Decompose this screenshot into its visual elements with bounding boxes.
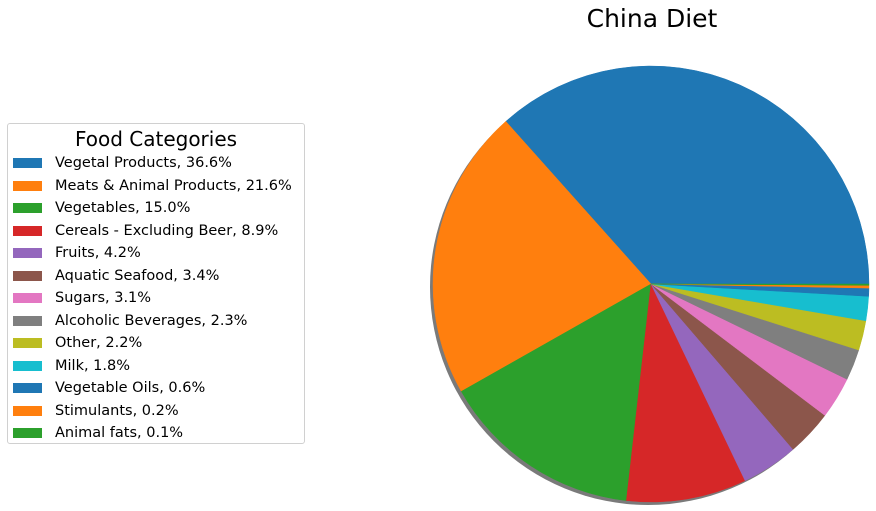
legend-swatch: [13, 225, 42, 236]
legend-label: Aquatic Seafood, 3.4%: [55, 267, 220, 284]
pie-slice-animal-fats: [650, 283, 870, 286]
legend-swatch: [13, 428, 42, 438]
legend-entry: Meats & Animal Products, 21.6%: [13, 175, 292, 197]
legend-label: Stimulants, 0.2%: [55, 402, 179, 419]
legend-entry: Animal fats, 0.1%: [13, 422, 183, 444]
chart-title: China Diet: [586, 4, 718, 33]
legend-entry: Aquatic Seafood, 3.4%: [13, 265, 219, 287]
legend-entry: Alcoholic Beverages, 2.3%: [13, 310, 247, 332]
legend-label: Sugars, 3.1%: [55, 290, 152, 306]
legend-label: Cereals - Excluding Beer, 8.9%: [55, 222, 279, 239]
legend-entry: Milk, 1.8%: [13, 355, 130, 377]
pie-slices: [432, 65, 870, 503]
legend-label: Milk, 1.8%: [55, 357, 131, 374]
legend-swatch: [13, 158, 42, 168]
legend-label: Vegetable Oils, 0.6%: [55, 380, 206, 396]
legend-entry: Sugars, 3.1%: [13, 287, 151, 309]
legend-label: Alcoholic Beverages, 2.3%: [55, 312, 248, 329]
legend-label: Meats & Animal Products, 21.6%: [55, 177, 292, 194]
pie-slice-vegetables: [460, 283, 652, 501]
legend: Food Categories Vegetal Products, 36.6% M…: [7, 123, 305, 444]
legend-entry: Fruits, 4.2%: [13, 242, 141, 264]
legend-swatch: [13, 270, 42, 281]
legend-label: Animal fats, 0.1%: [55, 425, 184, 441]
legend-swatch: [13, 383, 42, 393]
legend-entry: Cereals - Excluding Beer, 8.9%: [13, 220, 278, 242]
pie-slice-vegetal-products: [505, 65, 870, 285]
legend-swatch: [13, 203, 42, 213]
legend-swatch: [13, 315, 42, 326]
legend-swatch: [13, 338, 42, 348]
legend-label: Other, 2.2%: [55, 335, 143, 351]
legend-label: Vegetal Products, 36.6%: [55, 155, 232, 171]
pie-slice-cereals-excluding-beer: [626, 283, 746, 503]
legend-entry: Vegetal Products, 36.6%: [13, 152, 232, 174]
legend-label: Fruits, 4.2%: [55, 245, 141, 261]
legend-swatch: [13, 360, 42, 371]
legend-entry: Vegetables, 15.0%: [13, 197, 190, 219]
legend-entry: Vegetable Oils, 0.6%: [13, 377, 205, 399]
legend-swatch: [13, 405, 42, 416]
legend-title: Food Categories: [74, 127, 238, 151]
pie-slice-meats-animal-products: [432, 121, 652, 392]
legend-label: Vegetables, 15.0%: [55, 200, 191, 216]
legend-swatch: [13, 180, 42, 191]
legend-swatch: [13, 248, 42, 258]
legend-swatch: [13, 293, 42, 303]
legend-entry: Other, 2.2%: [13, 332, 142, 354]
legend-entry: Stimulants, 0.2%: [13, 400, 179, 422]
